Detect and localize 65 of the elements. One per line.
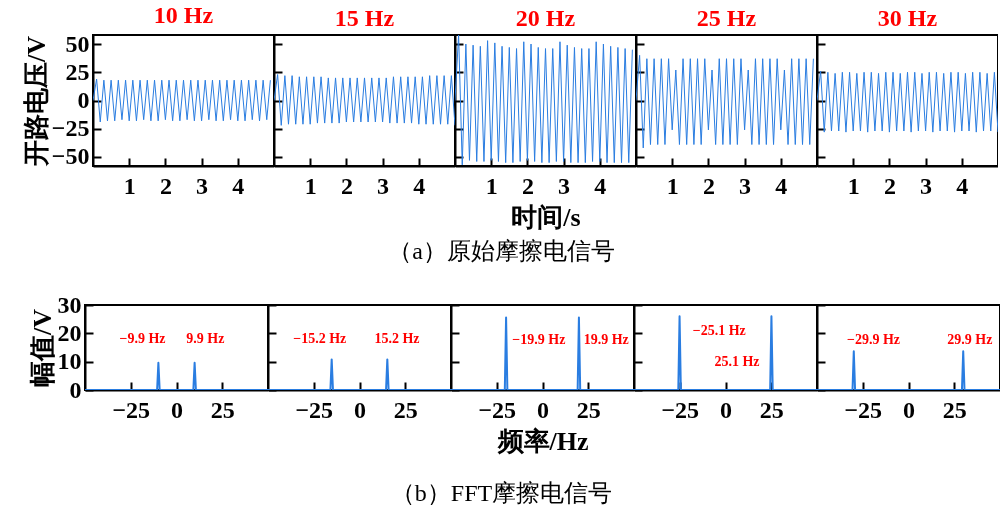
- x-tick-label: 0: [354, 396, 366, 423]
- x-tick-label: 2: [702, 172, 715, 199]
- x-tick-label: 2: [521, 172, 534, 199]
- y-axis-title: 开路电压/V: [21, 35, 51, 167]
- chart-title: 10 Hz: [153, 2, 214, 29]
- x-tick-label: 25: [942, 396, 967, 423]
- x-tick-label: −25: [478, 396, 517, 423]
- y-tick-label: 25: [65, 58, 90, 85]
- x-tick-label: 1: [304, 172, 317, 199]
- x-tick-label: 4: [956, 172, 969, 199]
- y-tick-label: 20: [57, 319, 82, 346]
- x-tick-label: 25: [576, 396, 601, 423]
- x-tick-label: 1: [123, 172, 136, 199]
- x-tick-label: 1: [666, 172, 679, 199]
- chart-title: 20 Hz: [515, 5, 576, 31]
- annotation: −25.1 Hz: [692, 323, 746, 339]
- x-tick-label: 25: [210, 396, 235, 423]
- x-tick-label: 4: [775, 172, 788, 199]
- x-tick-label: −25: [661, 396, 700, 423]
- x-tick-label: 3: [920, 172, 933, 199]
- annotation: 15.2 Hz: [374, 331, 420, 346]
- annotation: −19.9 Hz: [512, 332, 566, 348]
- annotation: −9.9 Hz: [119, 331, 166, 346]
- x-tick-label: 25: [759, 396, 784, 423]
- y-tick-label: 10: [57, 348, 82, 375]
- x-tick-label: 25: [393, 396, 418, 423]
- y-tick-label: 50: [65, 30, 90, 57]
- x-tick-label: 4: [413, 172, 426, 199]
- x-tick-label: 0: [903, 396, 915, 423]
- chart-title: 25 Hz: [696, 5, 757, 31]
- x-tick-label: −25: [112, 396, 151, 423]
- y-tick-label: −25: [51, 115, 90, 142]
- x-tick-label: 0: [720, 396, 732, 423]
- annotation: −29.9 Hz: [847, 332, 901, 348]
- annotation: 19.9 Hz: [583, 332, 629, 348]
- x-tick-label: 3: [196, 172, 209, 199]
- x-tick-label: 3: [558, 172, 571, 199]
- x-tick-label: 0: [537, 396, 549, 423]
- annotation: 9.9 Hz: [186, 331, 225, 346]
- x-tick-label: 4: [594, 172, 607, 199]
- annotation: 25.1 Hz: [714, 353, 760, 369]
- x-tick-label: 2: [340, 172, 353, 199]
- x-tick-label: −25: [844, 396, 883, 423]
- x-tick-label: 4: [232, 172, 245, 199]
- annotation: 29.9 Hz: [947, 332, 993, 348]
- x-axis-title: 时间/s: [511, 202, 581, 232]
- x-tick-label: 3: [739, 172, 752, 199]
- chart-title: 30 Hz: [877, 5, 938, 31]
- annotation: −15.2 Hz: [293, 331, 347, 346]
- chart-title: 15 Hz: [334, 5, 395, 31]
- x-tick-label: 2: [159, 172, 172, 199]
- x-tick-label: 1: [847, 172, 860, 199]
- y-axis-title: 幅值/V: [27, 308, 57, 387]
- y-tick-label: 30: [57, 291, 82, 318]
- y-tick-label: 0: [77, 87, 90, 113]
- x-tick-label: 2: [883, 172, 896, 199]
- text: （b）FFT摩擦电信号: [389, 479, 614, 508]
- x-axis-title: 频率/Hz: [496, 426, 589, 456]
- text: （a）原始摩擦电信号: [387, 237, 616, 266]
- y-tick-label: −50: [51, 143, 90, 170]
- x-tick-label: 1: [485, 172, 498, 199]
- x-tick-label: 3: [377, 172, 390, 199]
- x-tick-label: −25: [295, 396, 334, 423]
- y-tick-label: 0: [69, 376, 82, 403]
- x-tick-label: 0: [171, 396, 183, 423]
